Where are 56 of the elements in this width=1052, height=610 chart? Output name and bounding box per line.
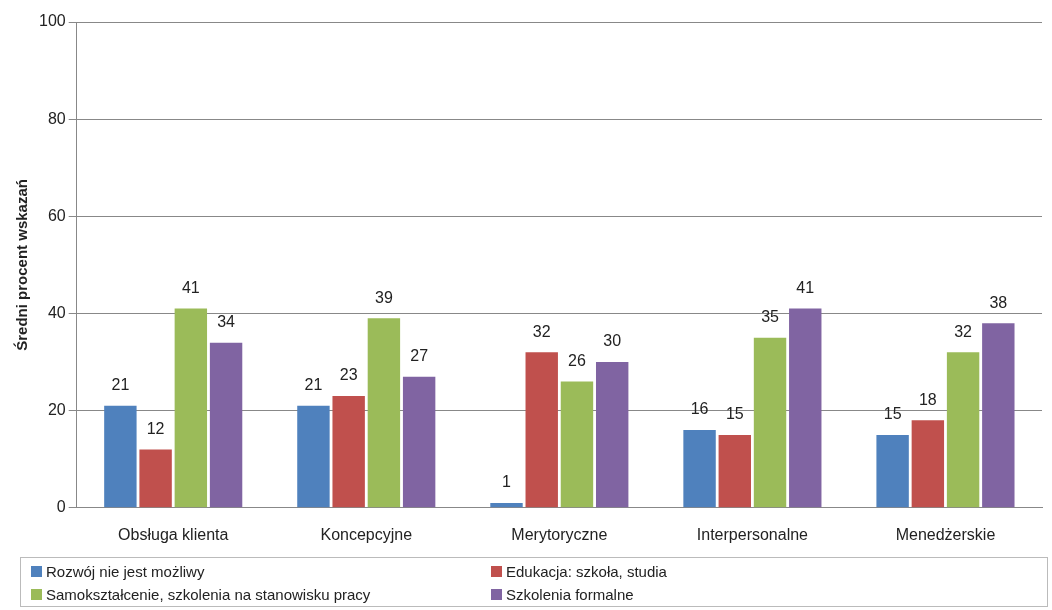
data-label: 26: [568, 351, 586, 369]
data-label: 15: [883, 405, 902, 423]
bar: [595, 362, 629, 508]
x-tick-label: Koncepcyjne: [320, 525, 413, 543]
legend-label: Szkolenia formalne: [506, 585, 634, 603]
y-tick-label: 100: [38, 12, 66, 30]
bar: [683, 430, 716, 508]
data-label: 1: [502, 473, 512, 491]
data-label: 39: [375, 288, 393, 306]
y-tick-label: 80: [47, 109, 66, 127]
bar: [946, 352, 980, 508]
data-label: 16: [690, 400, 709, 418]
data-label: 21: [111, 376, 130, 394]
data-label: 34: [217, 313, 236, 331]
bar: [753, 337, 787, 508]
data-label: 27: [410, 347, 429, 365]
legend-label: Rozwój nie jest możliwy: [46, 562, 205, 580]
y-axis-title: Średni procent wskazań: [13, 179, 31, 351]
bar: [174, 308, 208, 508]
y-tick-label: 60: [47, 206, 66, 224]
bar: [490, 502, 523, 508]
data-label: 23: [339, 366, 358, 384]
legend-label: Samokształcenie, szkolenia na stanowisku pracy: [46, 585, 371, 603]
bar: [718, 434, 751, 508]
x-tick-label: Interpersonalne: [696, 525, 809, 543]
data-label: 15: [725, 405, 744, 423]
bar: [402, 376, 436, 508]
bar: [911, 420, 945, 508]
bar: [982, 323, 1015, 508]
bar: [367, 318, 401, 508]
data-label: 38: [989, 293, 1008, 311]
data-label: 21: [304, 376, 323, 394]
bar: [297, 405, 330, 508]
bar: [789, 308, 822, 508]
bar: [332, 396, 365, 508]
data-label: 30: [603, 332, 622, 350]
data-label: 32: [532, 322, 551, 340]
y-tick-label: 40: [47, 303, 66, 321]
bar: [560, 381, 594, 508]
bar: [525, 352, 558, 508]
legend-label: Edukacja: szkoła, studia: [506, 562, 667, 580]
x-tick-label: Merytoryczne: [511, 525, 608, 543]
data-label: 12: [146, 419, 165, 437]
x-tick-label: Menedżerskie: [895, 525, 996, 543]
data-label: 18: [918, 390, 937, 408]
x-tick-label: Obsługa klienta: [118, 525, 229, 543]
data-label: 41: [181, 279, 200, 297]
y-tick-label: 20: [47, 401, 66, 419]
bar: [104, 405, 137, 508]
bar: [139, 449, 172, 508]
bar: [209, 342, 243, 508]
data-label: 35: [761, 308, 780, 326]
data-label: 41: [796, 279, 815, 297]
bar: [876, 434, 909, 508]
data-label: 32: [954, 322, 973, 340]
y-tick-label: 0: [56, 498, 66, 516]
